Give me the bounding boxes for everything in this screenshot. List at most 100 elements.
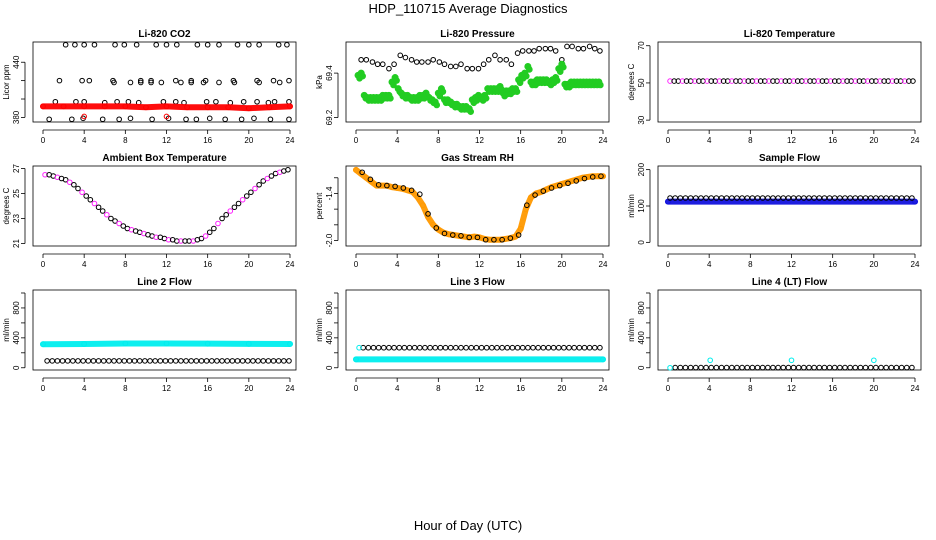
data-point [122,103,129,110]
data-point [765,364,771,371]
x-tick-label: 4 [707,260,712,269]
y-axis-label: ml/min [627,318,636,342]
data-point [433,225,440,231]
data-point [785,364,792,371]
data-point [397,52,404,59]
data-point [413,59,420,65]
data-point [87,196,94,203]
x-tick-label: 12 [475,260,484,269]
x-tick-label: 20 [869,384,878,393]
x-tick-label: 24 [286,260,295,269]
x-tick-label: 8 [748,384,753,393]
data-point [239,196,246,203]
x-tick-label: 16 [516,384,525,393]
data-point [857,364,864,371]
data-point [739,364,745,371]
data-point [81,113,87,120]
x-tick-label: 20 [557,136,566,145]
data-point [547,45,554,52]
y-tick-label: 800 [12,301,21,315]
data-point [425,211,431,217]
x-tick-label: 0 [666,384,671,393]
data-point [198,235,205,242]
data-point [883,195,889,201]
data-point [432,344,439,351]
x-tick-label: 12 [787,136,796,145]
plot-frame [32,41,297,123]
data-point [99,208,106,214]
data-point [408,187,415,194]
data-point [436,59,443,65]
data-point [507,235,514,241]
data-point [353,356,359,363]
data-point [206,229,213,236]
data-point [898,364,905,371]
data-point [512,233,519,240]
data-point [847,364,853,371]
data-point [81,341,88,347]
data-point [384,182,390,189]
data-point [862,364,869,371]
x-tick-label: 20 [869,260,878,269]
y-tick-label: 400 [325,331,334,345]
data-point [81,41,87,48]
data-point [508,61,515,68]
data-point [553,182,560,189]
data-point [203,358,210,364]
data-point [353,167,359,173]
data-point [469,65,476,72]
data-point [837,195,843,201]
data-point [359,72,366,80]
data-point [540,344,547,351]
data-point [790,195,797,201]
data-point [391,344,397,351]
data-point [530,344,536,351]
x-tick-label: 0 [41,384,46,393]
data-point [239,358,246,364]
data-point [492,52,498,59]
data-point [862,195,869,201]
x-tick-label: 12 [787,384,796,393]
data-point [375,344,382,351]
data-point [276,79,283,86]
data-point [216,79,222,86]
series-licor-temp [667,78,916,84]
data-point [485,56,492,63]
data-point [422,344,428,351]
x-tick-label: 8 [123,260,128,269]
data-point [256,79,262,86]
data-point [801,195,807,201]
x-tick-label: 8 [748,260,753,269]
data-point [79,189,85,196]
x-tick-label: 24 [911,136,920,145]
data-point [160,98,167,105]
data-point [447,63,454,70]
data-point [49,358,56,364]
data-point [425,214,431,220]
plot-frame [657,41,922,123]
data-point [59,358,66,364]
data-point [474,234,481,241]
data-point [158,79,165,86]
data-point [504,344,511,351]
x-tick-label: 8 [748,136,753,145]
data-point [265,358,272,364]
x-tick-label: 20 [244,136,253,145]
data-point [167,358,174,364]
y-tick-label: 23 [12,214,21,223]
x-tick-label: 20 [869,136,878,145]
data-point [380,344,387,351]
data-point [842,195,848,201]
x-tick-label: 8 [123,384,128,393]
data-point [222,116,228,123]
series-line3-black [360,344,603,351]
data-point [561,344,567,351]
data-point [514,50,521,56]
data-point [548,185,555,191]
data-point [589,174,596,180]
data-point [393,77,400,84]
data-point [219,215,225,222]
data-point [404,187,411,194]
data-point [106,358,112,364]
data-point [867,364,874,371]
